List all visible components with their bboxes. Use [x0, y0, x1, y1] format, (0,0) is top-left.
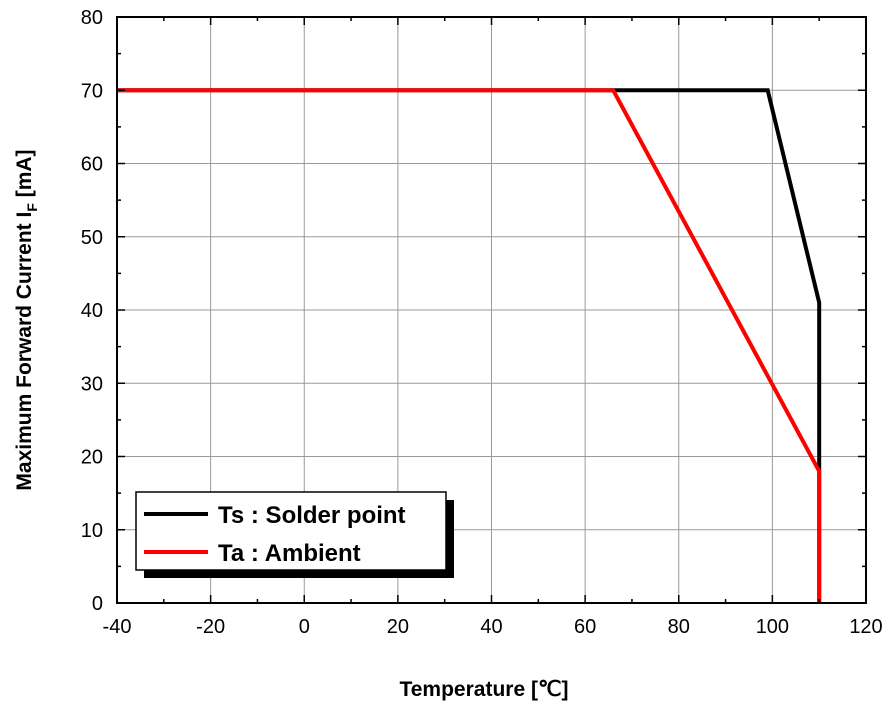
legend-label-ts: Ts : Solder point — [218, 502, 406, 529]
x-tick-label: 120 — [849, 616, 882, 638]
legend-label-ta: Ta : Ambient — [218, 540, 361, 567]
y-tick-label: 10 — [81, 520, 103, 542]
y-axis-title-main: Maximum Forward Current I — [13, 212, 36, 491]
x-tick-label: 100 — [756, 616, 789, 638]
x-tick-label: -40 — [103, 616, 132, 638]
y-tick-label: 30 — [81, 373, 103, 395]
y-tick-label: 60 — [81, 154, 103, 176]
axis-ticks — [116, 16, 867, 604]
x-tick-label: -20 — [196, 616, 225, 638]
y-tick-label: 80 — [81, 7, 103, 29]
y-axis-title: Maximum Forward Current IF [mA] — [13, 149, 40, 490]
y-tick-label: 50 — [81, 227, 103, 249]
legend: Ts : Solder point Ta : Ambient — [135, 491, 454, 578]
x-axis-title: Temperature [℃] — [399, 678, 568, 701]
y-axis-title-subscript: F — [24, 203, 40, 212]
x-tick-label: 20 — [387, 616, 409, 638]
series-layer — [117, 88, 822, 603]
y-axis-title-unit: [mA] — [13, 149, 36, 203]
y-tick-label: 70 — [81, 80, 103, 102]
y-tick-label: 20 — [81, 447, 103, 469]
series-line-ta-ambient — [117, 88, 822, 603]
x-tick-label: 60 — [574, 616, 596, 638]
legend-box — [135, 491, 447, 571]
x-tick-label: 40 — [480, 616, 502, 638]
y-tick-label: 0 — [92, 593, 103, 615]
x-tick-label: 80 — [668, 616, 690, 638]
x-tick-label: 0 — [299, 616, 310, 638]
tick-labels: -40 -20 0 20 40 60 80 100 120 0 10 20 30 40 50 60 70 80 — [81, 7, 883, 638]
y-tick-label: 40 — [81, 300, 103, 322]
